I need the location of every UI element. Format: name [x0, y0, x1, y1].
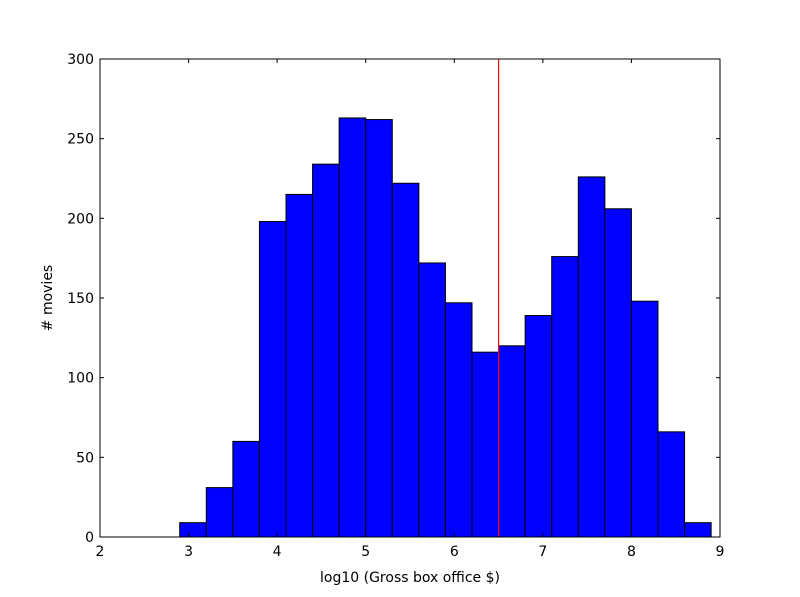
histogram-bar [444, 302, 473, 538]
histogram-bar [524, 315, 553, 538]
x-axis: 2 3 4 5 6 7 8 9 [96, 59, 725, 560]
histogram-bar [498, 345, 526, 538]
histogram-bar [365, 119, 393, 538]
y-axis-title: # movies [40, 265, 56, 331]
x-tick-label: 3 [184, 544, 193, 560]
x-axis-title: log10 (Gross box office $) [320, 570, 500, 586]
histogram-bar [312, 163, 340, 538]
y-tick-label: 200 [67, 211, 94, 227]
histogram-bar [471, 351, 500, 538]
x-tick-label: 2 [96, 544, 105, 560]
histogram-bar [551, 256, 579, 538]
histogram-bar [205, 487, 234, 538]
x-tick-label: 7 [538, 544, 547, 560]
x-tick-label: 9 [716, 544, 725, 560]
histogram-bar [577, 176, 606, 538]
histogram-bar [684, 522, 712, 538]
y-tick-label: 250 [67, 132, 94, 148]
histogram-bar [338, 117, 367, 538]
x-tick-label: 6 [450, 544, 459, 560]
histogram-bar [391, 182, 420, 538]
y-tick-label: 150 [67, 291, 94, 307]
histogram-bar [630, 300, 659, 538]
y-tick-label: 0 [85, 530, 94, 546]
x-tick-label: 8 [627, 544, 636, 560]
histogram-bar [232, 440, 260, 538]
y-tick-label: 300 [67, 52, 94, 68]
histogram-bars [179, 117, 712, 538]
x-tick-label: 4 [273, 544, 282, 560]
y-axis: 0 50 100 150 200 250 300 [67, 52, 720, 546]
y-tick-label: 50 [76, 450, 94, 466]
histogram-bar [285, 193, 314, 538]
y-tick-label: 100 [67, 371, 94, 387]
histogram-bar [657, 431, 686, 538]
histogram-bar [179, 522, 207, 538]
histogram-bar [604, 208, 632, 538]
histogram-bar [418, 262, 446, 538]
x-tick-label: 5 [361, 544, 370, 560]
histogram-bar [258, 221, 287, 538]
